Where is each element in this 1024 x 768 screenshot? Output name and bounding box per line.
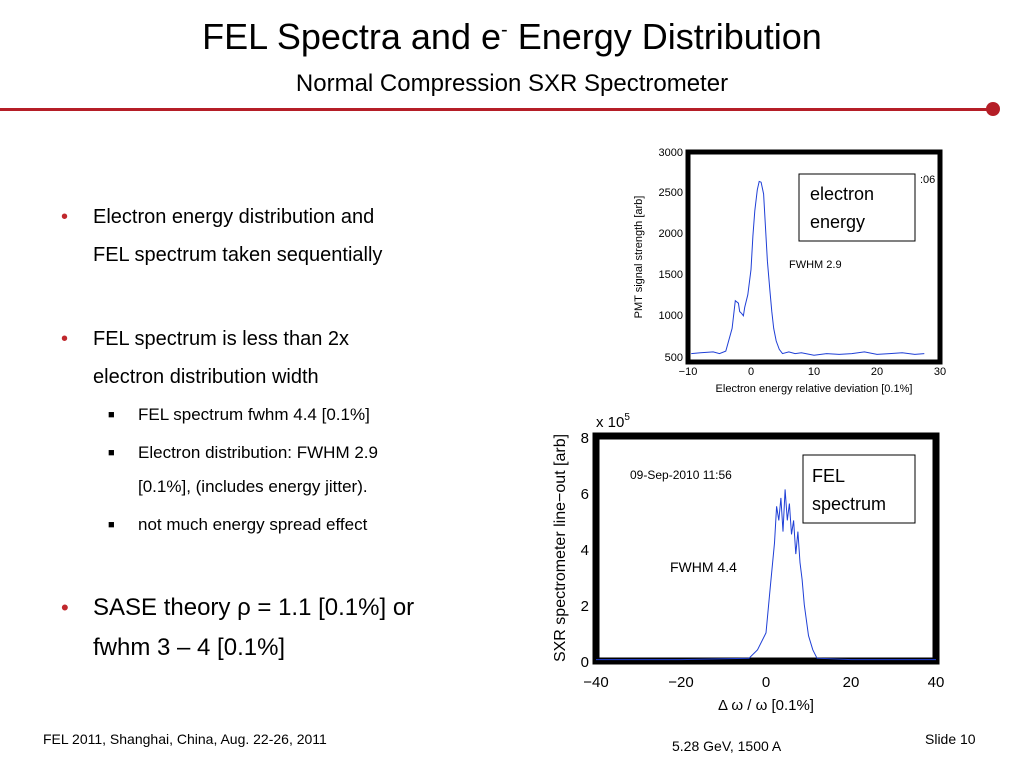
- footer-slide-number: Slide 10: [925, 731, 976, 747]
- chart2-frame: [592, 432, 940, 665]
- footer-beam-params: 5.28 GeV, 1500 A: [672, 738, 782, 754]
- chart1-date-fragment: :06: [920, 174, 935, 186]
- bullet-item: • SASE theory ρ = 1.1 [0.1%] or fwhm 3 –…: [61, 588, 415, 668]
- chart2-ylabel: SXR spectrometer line−out [arb]: [552, 434, 569, 662]
- chart1-ytick: 500: [665, 352, 683, 364]
- chart1-series-line: [691, 180, 925, 356]
- sub-bullet-marker: ■: [108, 409, 115, 421]
- electron-energy-chart: 500 1000 1500 2000 2500 3000 −10 0 10 20…: [633, 147, 946, 395]
- chart1-legend-box: [798, 173, 916, 242]
- sub-bullet-line: FEL spectrum fwhm 4.4 [0.1%]: [138, 405, 370, 424]
- chart1-xticks: −10 0 10 20 30: [679, 366, 946, 378]
- chart1-ytick: 1000: [659, 310, 683, 322]
- chart2-y-multiplier: x 105: [596, 412, 630, 431]
- sub-bullet-line: Electron distribution: FWHM 2.9: [138, 443, 378, 462]
- title-superscript: -: [501, 19, 508, 41]
- chart1-annotation: FWHM 2.9: [789, 259, 842, 271]
- chart1-xtick: 10: [808, 366, 820, 378]
- bullet-marker: •: [61, 206, 69, 228]
- title-divider: [0, 108, 994, 111]
- chart2-ytick: 0: [581, 654, 589, 671]
- title-rest: Energy Distribution: [507, 16, 822, 57]
- chart2-legend-line: FEL: [812, 466, 845, 486]
- bullet-line: fwhm 3 – 4 [0.1%]: [93, 634, 286, 661]
- chart1-legend-line: energy: [810, 212, 865, 232]
- fel-spectrum-chart: x 105 0 2 4 6 8 −40 −20 0 20 40 Δ ω / ω …: [552, 412, 944, 714]
- chart1-ytick: 1500: [659, 269, 683, 281]
- chart2-series-line: [596, 489, 936, 661]
- title-main: FEL Spectra and e: [202, 16, 502, 57]
- chart2-ytick: 6: [581, 486, 589, 503]
- chart2-xtick: 40: [928, 674, 945, 691]
- chart1-ylabel: PMT signal strength [arb]: [633, 196, 645, 319]
- sub-bullet-item: ■ not much energy spread effect: [108, 508, 368, 542]
- footer-conference: FEL 2011, Shanghai, China, Aug. 22-26, 2…: [43, 731, 327, 747]
- chart1-xtick: −10: [679, 366, 698, 378]
- chart2-xtick: 0: [762, 674, 770, 691]
- chart1-legend-line: electron: [810, 184, 874, 204]
- slide-subtitle: Normal Compression SXR Spectrometer: [295, 70, 729, 97]
- chart1-ytick: 3000: [659, 147, 683, 159]
- bullet-line: FEL spectrum is less than 2x: [93, 328, 350, 350]
- chart2-xticks: −40 −20 0 20 40: [583, 674, 944, 691]
- bullet-line: electron distribution width: [93, 366, 319, 388]
- chart2-ytick: 2: [581, 598, 589, 615]
- chart2-ytick: 8: [581, 430, 589, 447]
- chart2-annotation: FWHM 4.4: [670, 559, 737, 575]
- chart2-legend-line: spectrum: [812, 494, 886, 514]
- bullet-line: Electron energy distribution and: [93, 206, 375, 228]
- bullet-marker: •: [61, 328, 69, 350]
- sub-bullet-item: ■ Electron distribution: FWHM 2.9 [0.1%]…: [108, 436, 378, 504]
- chart2-xlabel: Δ ω / ω [0.1%]: [718, 697, 814, 714]
- bullet-item: • FEL spectrum is less than 2x electron …: [61, 320, 350, 396]
- slide-title: FEL Spectra and e- Energy Distribution: [0, 16, 1024, 58]
- bullet-item: • Electron energy distribution and FEL s…: [61, 198, 383, 274]
- chart1-xtick: 20: [871, 366, 883, 378]
- chart2-xtick: 20: [843, 674, 860, 691]
- sub-bullet-marker: ■: [108, 447, 115, 459]
- chart1-xlabel: Electron energy relative deviation [0.1%…: [716, 383, 913, 395]
- chart2-legend-box: [802, 454, 916, 524]
- bullet-line: SASE theory ρ = 1.1 [0.1%] or: [93, 594, 415, 621]
- divider-end-dot: [986, 102, 1000, 116]
- chart1-ytick: 2000: [659, 228, 683, 240]
- bullet-line: FEL spectrum taken sequentially: [93, 244, 383, 266]
- chart1-frame: [685, 149, 943, 365]
- chart2-ytick: 4: [581, 542, 589, 559]
- chart1-xtick: 0: [748, 366, 754, 378]
- chart2-xtick: −40: [583, 674, 608, 691]
- chart1-yticks: 500 1000 1500 2000 2500 3000: [659, 147, 683, 364]
- chart2-date: 09-Sep-2010 11:56: [630, 468, 732, 482]
- sub-bullet-marker: ■: [108, 519, 115, 531]
- sub-bullet-line: [0.1%], (includes energy jitter).: [138, 477, 368, 496]
- sub-bullet-line: not much energy spread effect: [138, 515, 368, 534]
- bullet-marker: •: [61, 595, 69, 620]
- chart1-xtick: 30: [934, 366, 946, 378]
- chart2-xtick: −20: [668, 674, 693, 691]
- sub-bullet-item: ■ FEL spectrum fwhm 4.4 [0.1%]: [108, 398, 370, 432]
- chart1-ytick: 2500: [659, 187, 683, 199]
- chart2-yticks: 0 2 4 6 8: [581, 430, 589, 671]
